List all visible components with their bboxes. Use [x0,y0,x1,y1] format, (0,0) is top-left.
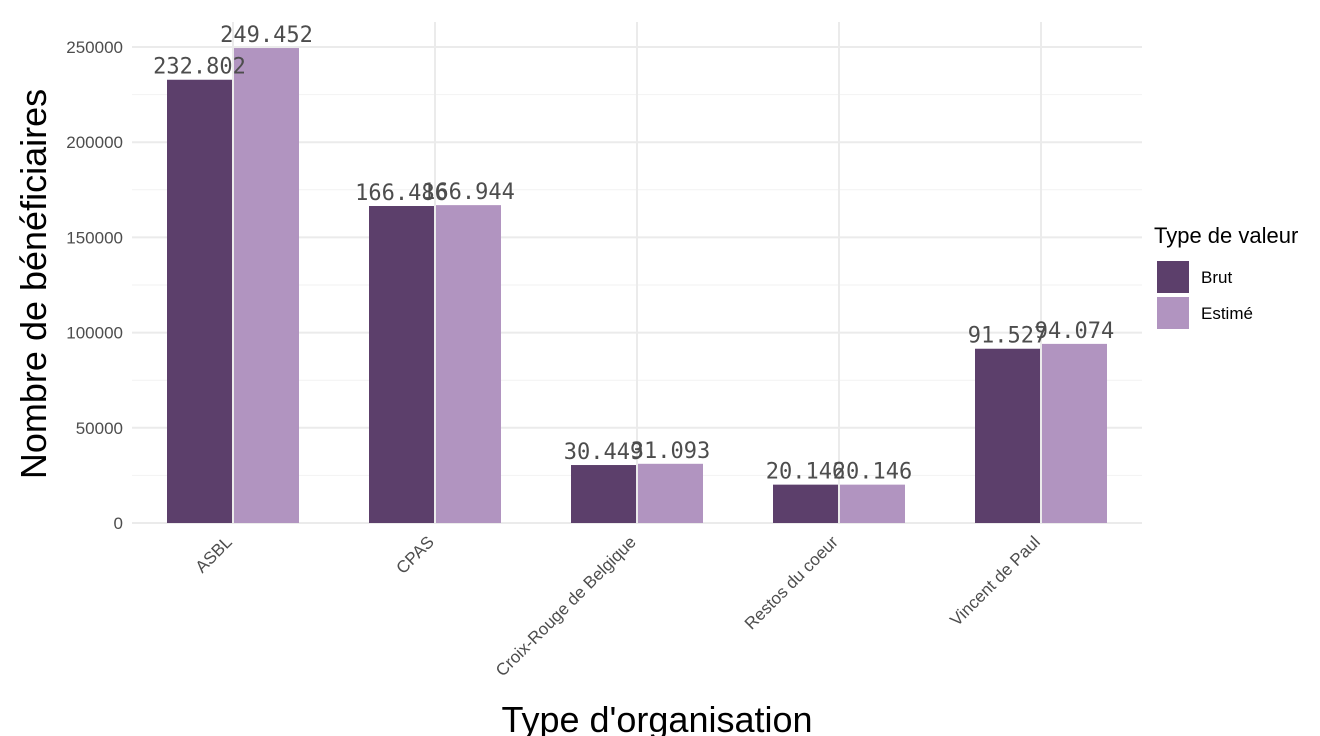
bar-estimé-3 [840,484,905,523]
bar-estimé-4 [1042,343,1107,523]
y-tick-label: 100000 [66,324,123,343]
x-axis-ticks: ASBL CPAS Croix-Rouge de Belgique Restos du… [192,532,1044,680]
x-tick-label: CPAS [393,532,438,577]
data-label: 249.452 [220,23,313,48]
x-axis-title: Type d'organisation [501,699,812,736]
bar-brut-1 [369,206,434,523]
bar-estimé-1 [436,205,501,524]
legend: Type de valeur Brut Estimé [1154,223,1298,329]
data-label: 20.146 [766,460,845,485]
x-tick-label: ASBL [192,532,236,576]
data-label: 232.802 [153,55,246,80]
data-label: 166.944 [422,180,515,205]
data-label: 30.449 [564,440,643,465]
y-tick-label: 250000 [66,38,123,57]
grid-lines [132,22,1142,524]
data-label: 91.527 [968,324,1047,349]
bar-estimé-2 [638,463,703,523]
y-tick-label: 200000 [66,133,123,152]
legend-title: Type de valeur [1154,223,1298,248]
y-tick-label: 50000 [76,419,123,438]
x-tick-label: Croix-Rouge de Belgique [492,532,640,680]
legend-label-estime: Estimé [1201,304,1253,323]
bar-brut-0 [167,79,232,523]
data-label: 166.486 [355,181,448,206]
bar-brut-2 [571,465,636,523]
bar-brut-4 [975,348,1040,523]
y-axis-ticks: 0 50000 100000 150000 200000 250000 [66,38,123,533]
x-tick-label: Restos du coeur [741,532,842,633]
bar-estimé-0 [234,48,299,523]
data-label: 94.074 [1035,319,1114,344]
legend-swatch-brut [1157,261,1189,293]
bar-brut-3 [773,484,838,523]
y-tick-label: 150000 [66,228,123,247]
y-axis-title: Nombre de bénéficiaires [13,89,54,479]
bars [167,48,1107,524]
data-label: 20.146 [833,460,912,485]
data-label: 31.093 [631,439,710,464]
legend-label-brut: Brut [1201,268,1232,287]
x-tick-label: Vincent de Paul [946,532,1043,629]
legend-swatch-estime [1157,297,1189,329]
y-tick-label: 0 [114,514,123,533]
